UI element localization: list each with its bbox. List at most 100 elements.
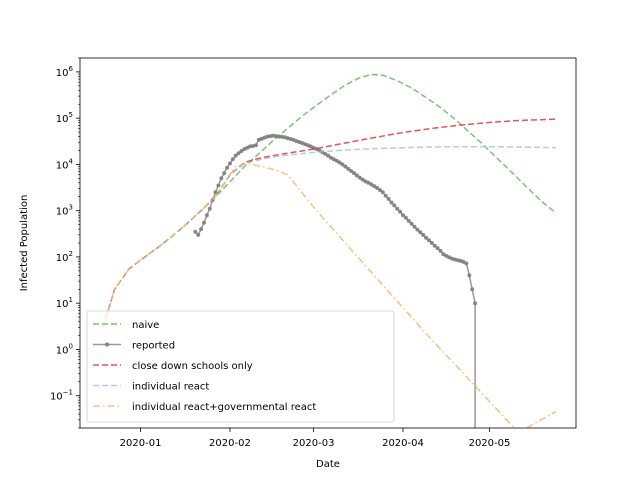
reported-point-5 [207,206,212,211]
reported-point-21 [253,143,258,148]
reported-point-64 [377,188,382,192]
reported-point-83 [432,243,437,248]
y-tick-label: 10−1 [50,389,73,403]
reported-point-58 [360,177,365,182]
y-tick-exponent: 3 [69,204,73,212]
reported-point-45 [323,151,328,156]
reported-point-54 [349,169,354,173]
reported-point-8 [216,183,221,188]
reported-point-78 [418,230,423,235]
reported-point-81 [426,238,431,243]
reported-point-72 [401,213,405,218]
reported-point-96 [470,287,475,292]
reported-point-55 [352,171,356,176]
reported-point-11 [225,165,230,170]
legend-marker [105,342,109,347]
reported-point-95 [467,273,472,278]
reported-point-77 [415,227,420,232]
x-axis: 2020-01 2020-02 2020-03 2020-04 2020-05 [120,428,511,449]
reported-point-80 [424,235,428,240]
reported-point-26 [268,134,273,139]
y-tick-base: 10 [56,160,69,171]
reported-point-86 [441,252,446,257]
reported-point-82 [429,241,434,245]
y-tick-label: 106 [56,65,74,79]
reported-point-10 [222,171,227,176]
reported-point-73 [403,215,408,220]
y-tick-exponent: 2 [69,250,73,258]
series-line-3 [102,145,556,328]
legend-items: naive reported close down schools only indi… [93,320,316,413]
reported-point-7 [213,190,218,195]
reported-point-66 [383,193,388,198]
y-tick-base: 10 [56,68,69,79]
legend-label-0: naive [132,320,159,331]
reported-point-69 [392,203,397,208]
reported-point-27 [271,133,276,138]
reported-point-71 [398,209,403,214]
x-tick-label: 2020-03 [293,438,335,449]
y-tick-base: 10 [50,392,63,403]
x-tick-label: 2020-01 [120,438,162,449]
y-tick-exponent: 1 [69,296,73,304]
y-tick-base: 10 [56,345,69,356]
y-tick-base: 10 [56,207,69,218]
reported-point-79 [421,232,426,237]
reported-point-0 [193,229,198,234]
reported-point-50 [337,160,342,165]
reported-point-1 [196,232,201,237]
reported-point-13 [230,157,235,162]
legend-label-1: reported [132,341,175,352]
y-axis-title: Infected Population [19,195,30,292]
reported-point-46 [326,153,330,158]
reported-point-12 [228,161,232,166]
reported-point-97 [473,301,478,306]
y-tick-exponent: 6 [69,65,74,73]
y-tick-exponent: 0 [69,342,73,350]
reported-point-57 [357,175,362,180]
reported-point-15 [236,151,241,156]
legend-label-2: close down schools only [132,361,253,372]
reported-point-85 [438,248,443,253]
y-tick-label: 104 [56,157,74,171]
reported-point-4 [204,213,209,218]
x-axis-title: Date [316,459,340,470]
y-tick-base: 10 [56,299,69,310]
y-tick-label: 102 [56,250,73,264]
y-tick-exponent: −1 [63,389,73,397]
y-tick-base: 10 [56,114,69,125]
series-line-4 [102,162,557,428]
y-tick-label: 101 [56,296,73,310]
y-tick-label: 100 [56,342,73,356]
reported-point-75 [409,221,414,226]
reported-point-53 [346,166,351,171]
reported-point-62 [372,184,377,189]
reported-point-3 [202,220,206,225]
reported-point-2 [199,227,204,232]
x-tick-label: 2020-02 [209,438,251,449]
x-tick-label: 2020-05 [469,438,511,449]
reported-point-76 [412,224,417,229]
legend: naive reported close down schools only indi… [86,310,395,423]
legend-label-4: individual react+governmental react [132,402,316,413]
reported-point-67 [386,196,391,201]
reported-point-52 [343,164,348,169]
reported-point-84 [435,246,440,251]
reported-point-74 [406,218,411,223]
reported-point-94 [464,261,469,266]
reported-point-16 [239,149,244,153]
reported-point-70 [395,206,400,211]
y-tick-label: 103 [56,204,73,218]
reported-point-51 [340,162,345,167]
y-tick-exponent: 5 [69,111,73,119]
reported-point-14 [233,153,238,158]
reported-point-63 [375,185,379,190]
series-layer [102,73,557,428]
series-line-0 [102,73,557,328]
x-tick-label: 2020-04 [382,438,424,449]
y-tick-exponent: 4 [69,157,74,165]
reported-point-9 [219,176,224,181]
reported-point-65 [380,190,385,195]
